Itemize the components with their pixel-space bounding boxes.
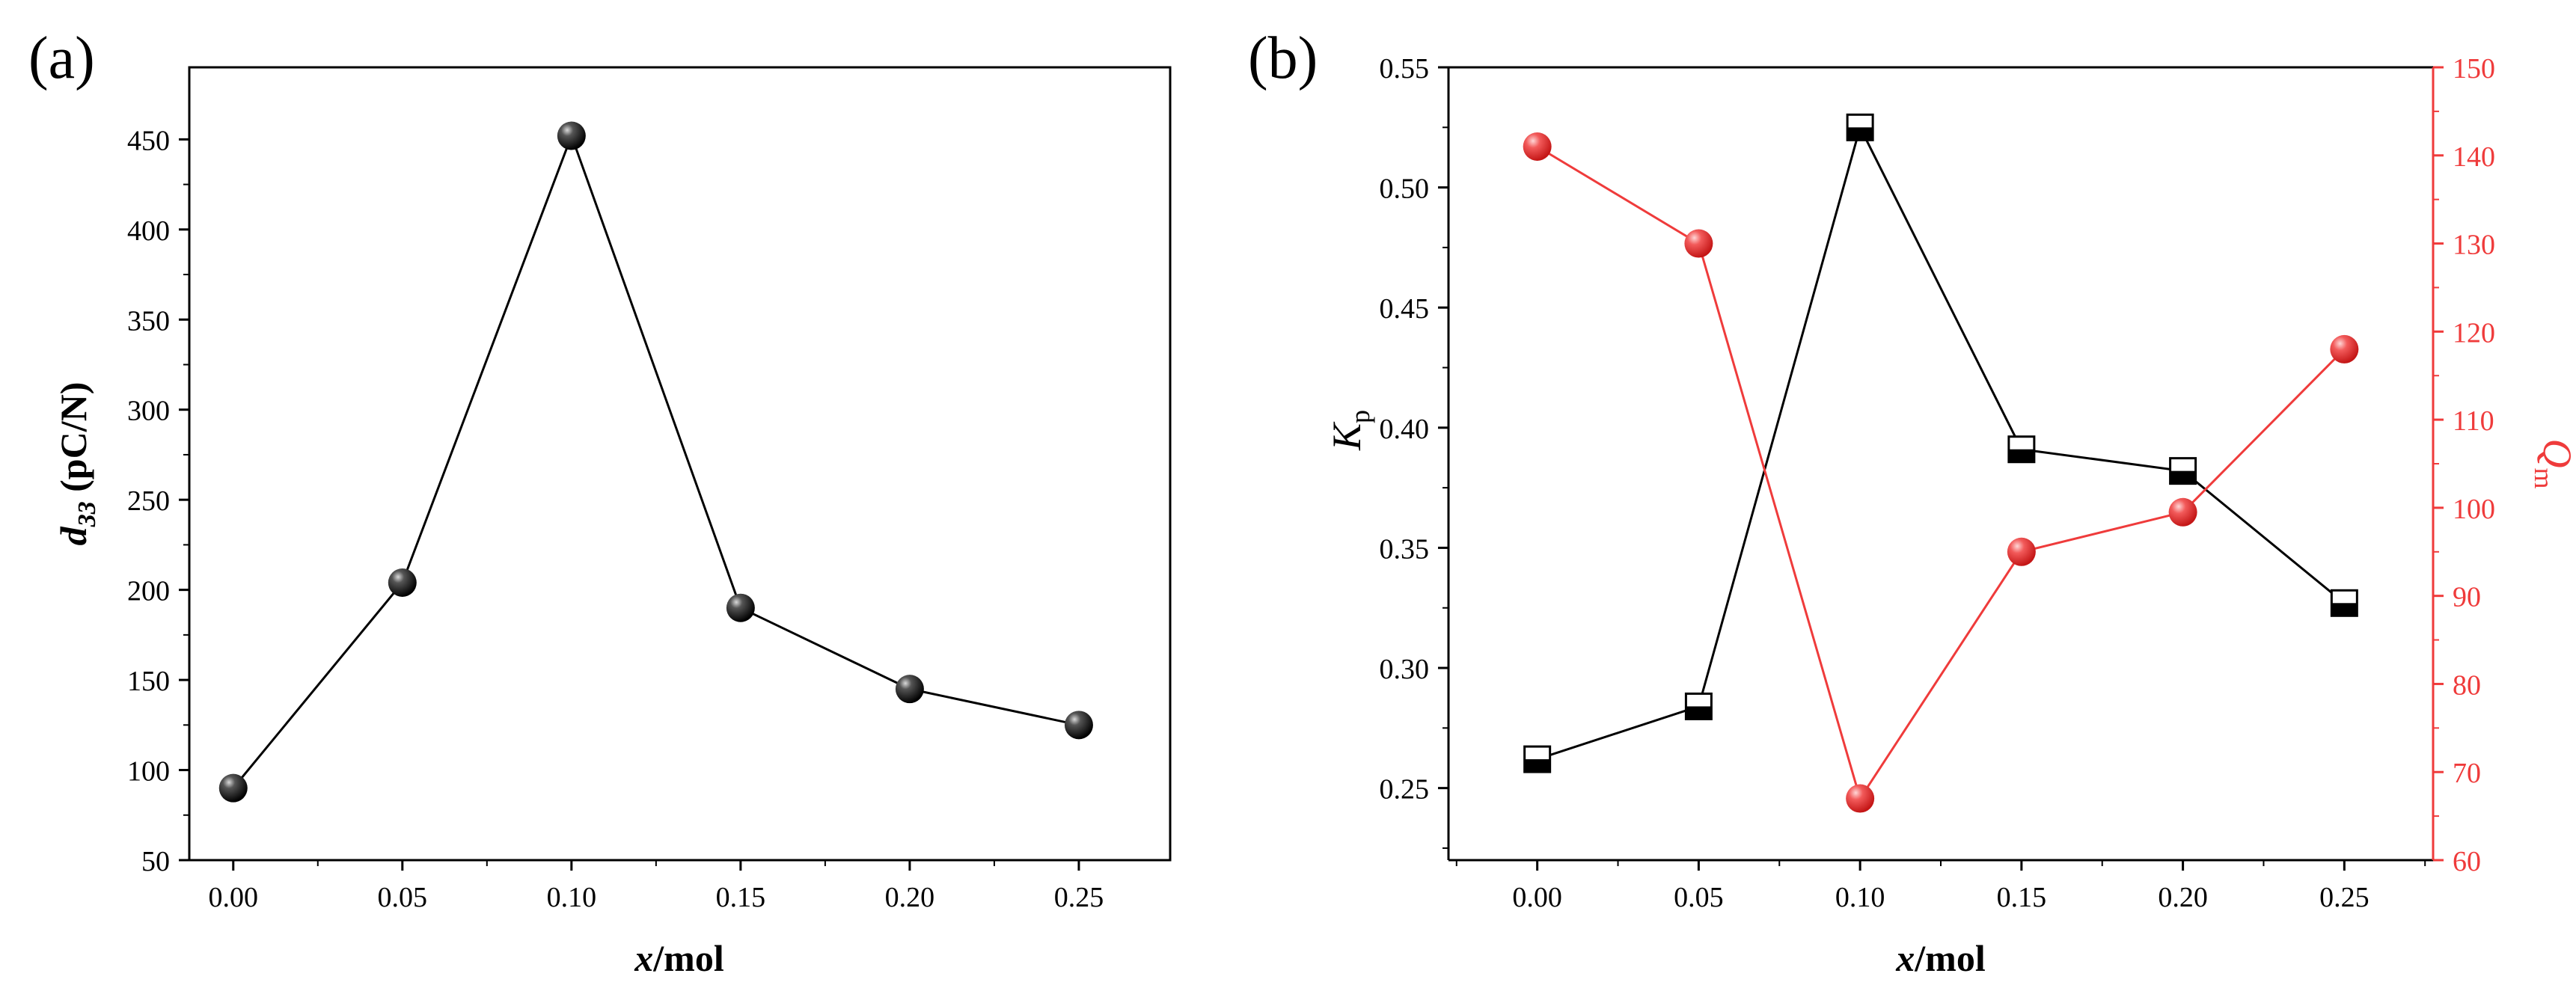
series-points-a — [218, 121, 1093, 803]
x-tick-label-a: 0.20 — [885, 882, 935, 913]
kp-marker-fill — [1847, 127, 1873, 141]
data-point-d33 — [895, 675, 924, 704]
data-point-qm — [2007, 537, 2036, 566]
x-tick-label-b: 0.20 — [2158, 882, 2208, 913]
kp-marker-fill — [2331, 603, 2358, 616]
x-tick-label-a: 0.15 — [716, 882, 766, 913]
series-points-qm — [1523, 132, 2359, 813]
y-tick-label-b-right: 120 — [2453, 317, 2495, 349]
y-tick-label-b-left: 0.55 — [1380, 53, 1430, 85]
y-tick-label-b-right: 60 — [2453, 846, 2481, 877]
data-point-d33 — [726, 593, 755, 622]
y-tick-label-b-right: 150 — [2453, 53, 2495, 85]
data-point-kp — [2007, 435, 2036, 464]
y-tick-label-b-right: 130 — [2453, 230, 2495, 261]
x-tick-label-b: 0.00 — [1512, 882, 1562, 913]
x-axis-title-b: x/mol — [1895, 937, 1986, 979]
y-tick-label-b-left: 0.35 — [1380, 533, 1430, 565]
series-line-kp — [1537, 124, 2346, 761]
data-point-qm — [2168, 497, 2197, 527]
y-tick-label-b-left: 0.40 — [1380, 414, 1430, 445]
data-point-kp — [2169, 457, 2197, 485]
series-line-a — [232, 132, 1080, 789]
y-axis-title-b-left: Kp — [1324, 410, 1375, 451]
x-axis-title-a: x/mol — [634, 937, 724, 979]
data-point-qm — [1684, 229, 1713, 258]
y-tick-label-a: 200 — [127, 576, 170, 607]
y-tick-label-a: 100 — [127, 756, 170, 788]
series-line-qm-path — [1536, 145, 2346, 802]
x-tick-label-a: 0.05 — [378, 882, 428, 913]
x-tick-label-b: 0.15 — [1997, 882, 2047, 913]
y-tick-label-a: 300 — [127, 396, 170, 427]
data-point-d33 — [218, 773, 248, 803]
kp-marker-fill — [1686, 706, 1712, 720]
y-tick-label-b-right: 80 — [2453, 669, 2481, 701]
x-tick-label-b: 0.05 — [1674, 882, 1724, 913]
y-axis-a: 50 100 150 200 250 300 350 400 450 — [127, 125, 189, 877]
y-tick-label-b-left: 0.25 — [1380, 774, 1430, 806]
data-point-d33 — [1064, 711, 1093, 740]
data-point-d33 — [557, 121, 586, 150]
plot-area-a — [188, 66, 1172, 862]
y-tick-label-a: 400 — [127, 215, 170, 247]
data-point-d33 — [388, 568, 417, 597]
y-tick-label-b-left: 0.45 — [1380, 293, 1430, 325]
y-tick-label-b-left: 0.50 — [1380, 174, 1430, 205]
y-axis-b-right: 60 70 80 90 100 110 120 130 140 150 — [2433, 53, 2495, 877]
x-tick-label-a: 0.00 — [209, 882, 259, 913]
y-tick-label-a: 150 — [127, 666, 170, 697]
x-tick-label-b: 0.25 — [2319, 882, 2370, 913]
y-tick-label-a: 450 — [127, 125, 170, 156]
data-point-kp — [1523, 745, 1552, 773]
y-tick-label-b-right: 110 — [2453, 405, 2494, 437]
y-tick-label-b-right: 90 — [2453, 582, 2481, 613]
y-tick-label-b-right: 100 — [2453, 494, 2495, 525]
data-point-kp — [1846, 113, 1874, 141]
kp-marker-fill — [1524, 759, 1550, 773]
x-axis-b: 0.00 0.05 0.10 0.15 0.20 0.25 — [1455, 860, 2426, 913]
data-point-qm — [2330, 334, 2359, 364]
y-tick-label-b-left: 0.30 — [1380, 654, 1430, 685]
panel-a-label: (a) — [28, 25, 95, 91]
series-line-qm — [1536, 145, 2346, 802]
x-tick-label-a: 0.10 — [547, 882, 597, 913]
y-axis-b-left: 0.25 0.30 0.35 0.40 0.45 0.50 0.55 — [1380, 53, 1448, 849]
y-tick-label-b-right: 70 — [2453, 758, 2481, 789]
kp-marker-fill — [2008, 449, 2034, 462]
data-point-kp — [2330, 589, 2358, 617]
x-tick-label-a: 0.25 — [1054, 882, 1104, 913]
y-tick-label-a: 250 — [127, 485, 170, 517]
x-tick-label-b: 0.10 — [1835, 882, 1885, 913]
panel-b-label: (b) — [1248, 25, 1318, 91]
y-tick-label-a: 50 — [141, 846, 170, 877]
series-points-kp — [1523, 113, 2358, 773]
y-axis-title-b-right: Qm — [2529, 438, 2576, 488]
kp-marker-fill — [2170, 470, 2196, 484]
x-axis-a: 0.00 0.05 0.10 0.15 0.20 0.25 — [209, 860, 1104, 913]
y-tick-label-b-right: 140 — [2453, 141, 2495, 173]
data-point-qm — [1846, 784, 1875, 813]
y-tick-label-a: 350 — [127, 305, 170, 337]
data-point-qm — [1523, 132, 1552, 161]
series-line-kp-path — [1537, 124, 2346, 761]
y-axis-title-a: d33 (pC/N) — [52, 382, 101, 546]
data-point-kp — [1684, 692, 1713, 720]
series-line-d33 — [232, 132, 1080, 789]
